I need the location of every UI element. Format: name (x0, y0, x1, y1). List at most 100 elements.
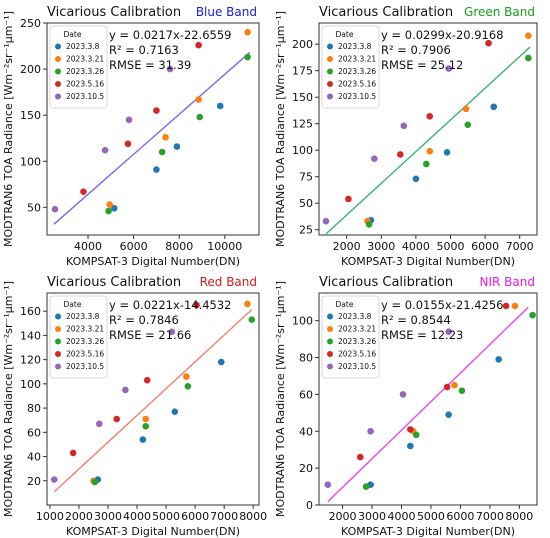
data-point (195, 96, 202, 103)
legend-marker (55, 351, 61, 357)
legend-label: 2023.5.16 (338, 350, 376, 359)
data-point (422, 160, 430, 168)
y-tick-label: 20 (27, 475, 41, 488)
fit-annotation: RMSE = 25.12 (381, 58, 463, 72)
y-axis-label: MODTRAN6 TOA Radiance [Wm⁻²sr⁻¹μm⁻¹] (274, 11, 287, 247)
x-tick-label: 6000 (471, 240, 499, 253)
data-point (399, 391, 407, 398)
legend-label: 2023.3.26 (66, 337, 104, 346)
y-tick-label: 120 (20, 354, 41, 367)
data-point (173, 143, 181, 150)
x-axis-label: KOMPSAT-3 Digital Number(DN) (341, 255, 515, 268)
data-point (371, 155, 378, 162)
x-tick-label: 4000 (74, 240, 102, 253)
x-tick-label: 6000 (181, 510, 209, 523)
x-tick-label: 8000 (505, 510, 533, 523)
y-tick-label: 100 (292, 315, 313, 328)
data-point (400, 122, 408, 130)
data-point (142, 415, 150, 423)
legend-marker (327, 351, 333, 357)
data-point (196, 113, 204, 121)
x-tick-label: 3000 (94, 510, 122, 523)
legend-marker (55, 93, 61, 100)
legend-label: 2023.10.5 (66, 362, 104, 371)
x-tick-label: 7000 (476, 510, 504, 523)
legend-label: 2023.10.5 (66, 92, 104, 101)
chart-panel-2: 2000 3000 4000 5000 6000 7000 25 50 75 100 125 150 1… (274, 5, 538, 268)
x-tick-label: 4000 (387, 510, 415, 523)
x-tick-label: 2000 (333, 240, 361, 253)
data-point (525, 32, 532, 40)
data-point (95, 420, 103, 428)
fit-annotation: y = 0.0217x-22.6559 (109, 28, 232, 42)
y-tick-label: 175 (292, 65, 313, 78)
chart-title: Vicarious Calibration (319, 275, 453, 290)
band-label: Green Band (464, 5, 535, 19)
data-point (50, 476, 58, 483)
legend-title: Date (64, 30, 82, 39)
legend-box (321, 25, 380, 109)
y-tick-label: 50 (299, 197, 313, 210)
chart-panel-4: 2000 3000 4000 5000 6000 7000 8000 0 20 40 60 80 100… (274, 275, 538, 538)
data-point (217, 358, 225, 366)
y-tick-label: 40 (299, 425, 313, 438)
y-tick-label: 50 (27, 201, 41, 214)
legend-marker (55, 81, 61, 87)
x-tick-label: 3000 (367, 240, 395, 253)
legend-label: 2023.3.21 (338, 55, 376, 64)
data-point (113, 415, 120, 423)
data-point (244, 53, 251, 61)
data-point (162, 133, 169, 141)
data-point (445, 65, 453, 72)
band-label: NIR Band (480, 275, 535, 289)
fit-annotation: y = 0.0221x-14.4532 (109, 298, 232, 312)
data-point (183, 373, 190, 380)
x-tick-label: 5000 (436, 240, 464, 253)
data-point (445, 411, 452, 418)
x-tick-label: 3000 (358, 510, 386, 523)
y-tick-label: 40 (27, 451, 41, 464)
legend-label: 2023.3.21 (66, 55, 104, 64)
band-label: Red Band (200, 275, 257, 289)
x-tick-label: 2000 (329, 510, 357, 523)
data-point (69, 449, 77, 457)
y-tick-label: 200 (292, 38, 313, 51)
data-point (345, 195, 352, 203)
data-point (216, 102, 224, 110)
x-tick-label: 5000 (417, 510, 445, 523)
data-point (322, 217, 330, 225)
band-label: Blue Band (196, 5, 257, 19)
y-tick-label: 0 (306, 499, 313, 512)
y-tick-label: 100 (20, 378, 41, 391)
legend-marker (55, 363, 61, 370)
legend-label: 2023.10.5 (338, 362, 376, 371)
data-point (451, 381, 458, 389)
data-point (412, 175, 420, 183)
y-axis-label: MODTRAN6 TOA Radiance [Wm⁻²sr⁻¹μm⁻¹] (2, 11, 15, 247)
legend-marker (55, 43, 61, 50)
data-point (324, 481, 332, 489)
data-point (426, 112, 434, 120)
data-point (511, 302, 519, 310)
legend-marker (327, 68, 333, 75)
legend-label: 2023.3.8 (66, 42, 100, 51)
data-point (443, 149, 451, 156)
data-point (110, 204, 118, 212)
data-point (244, 300, 251, 308)
legend-label: 2023.3.8 (338, 42, 372, 51)
legend-marker (327, 326, 333, 332)
y-tick-label: 140 (20, 329, 41, 342)
data-point (171, 408, 179, 416)
y-tick-label: 60 (27, 426, 41, 439)
data-point (125, 116, 133, 124)
fit-annotation: RMSE = 21.66 (109, 328, 191, 342)
legend-marker (327, 313, 333, 320)
data-point (153, 166, 160, 173)
legend-box (321, 295, 380, 379)
legend-label: 2023.3.8 (338, 312, 372, 321)
chart-title: Vicarious Calibration (47, 5, 181, 20)
data-point (525, 54, 532, 62)
data-point (443, 383, 451, 391)
x-tick-label: 7000 (506, 240, 534, 253)
data-point (139, 436, 147, 443)
